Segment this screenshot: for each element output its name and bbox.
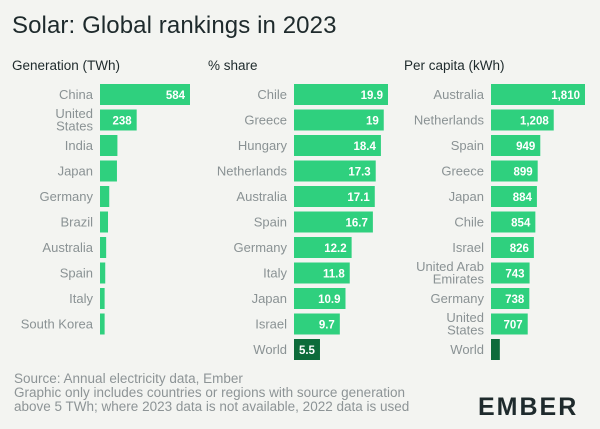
share-bar: [294, 339, 320, 360]
generation-bar: [100, 186, 110, 207]
share-category-label: Spain: [254, 215, 287, 230]
generation-bar: [100, 288, 105, 309]
footer-notes: Source: Annual electricity data, Ember G…: [14, 372, 409, 414]
per-capita-bar: [491, 160, 538, 182]
generation-bar: [100, 262, 106, 284]
generation-category-label: India: [65, 138, 94, 153]
per-capita-category-label: United States: [446, 310, 484, 338]
per-capita-bar: [491, 84, 585, 105]
generation-bar: [100, 160, 117, 182]
per-capita-bar: [491, 135, 541, 156]
per-capita-value-label: 949: [516, 141, 535, 153]
share-bar: [294, 84, 388, 105]
footer-note-line-1: Graphic only includes countries or regio…: [14, 385, 405, 400]
share-value-label: 17.1: [347, 192, 370, 204]
share-bar: [294, 109, 384, 131]
share-bar: [294, 262, 350, 284]
share-category-label: World: [253, 342, 287, 357]
generation-bar: [100, 211, 109, 233]
share-value-label: 19.9: [361, 90, 383, 102]
generation-bar: [100, 237, 107, 258]
per-capita-panel-title: Per capita (kWh): [404, 58, 505, 73]
per-capita-bar: [491, 313, 528, 335]
per-capita-bar: [491, 186, 537, 207]
share-category-label: Italy: [263, 266, 287, 281]
per-capita-category-label: Chile: [454, 215, 484, 230]
per-capita-bar: [491, 237, 534, 258]
per-capita-bar: [491, 288, 530, 309]
per-capita-value-label: 738: [505, 294, 525, 306]
per-capita-category-label: United Arab Emirates: [416, 259, 484, 287]
share-bar: [294, 211, 373, 233]
share-category-label: Australia: [236, 189, 287, 204]
share-bar: [294, 186, 375, 207]
per-capita-value-label: 743: [505, 269, 524, 281]
generation-category-label: Australia: [42, 240, 93, 255]
per-capita-value-label: 707: [504, 320, 523, 332]
per-capita-value-label: 1,810: [551, 90, 580, 102]
per-capita-bar: [491, 211, 536, 233]
per-capita-category-label: Japan: [449, 189, 484, 204]
share-value-label: 11.8: [323, 269, 345, 281]
per-capita-bar: [491, 339, 500, 360]
share-category-label: Greece: [244, 113, 287, 128]
per-capita-category-label: Spain: [451, 138, 484, 153]
share-bar: [294, 288, 346, 309]
per-capita-category-label: Germany: [431, 291, 485, 306]
share-category-label: Netherlands: [217, 164, 288, 179]
generation-category-label: Italy: [69, 291, 93, 306]
share-value-label: 12.2: [324, 243, 346, 255]
generation-bar: [100, 84, 190, 105]
share-value-label: 5.5: [299, 345, 316, 357]
per-capita-category-label: Israel: [452, 240, 484, 255]
footer-source: Source: Annual electricity data, Ember: [14, 371, 243, 386]
generation-value-label: 584: [166, 90, 186, 102]
share-category-label: Japan: [252, 291, 287, 306]
generation-category-label: South Korea: [21, 317, 94, 332]
generation-bar: [100, 135, 118, 156]
share-category-label: Germany: [234, 240, 288, 255]
share-value-label: 18.4: [354, 141, 377, 153]
share-bar: [294, 237, 352, 258]
chart-title: Solar: Global rankings in 2023: [12, 12, 337, 39]
share-bar: [294, 160, 376, 182]
per-capita-value-label: 884: [513, 192, 533, 204]
per-capita-category-label: World: [450, 342, 484, 357]
share-bar: [294, 313, 340, 335]
generation-category-label: China: [59, 87, 94, 102]
generation-category-label: United States: [55, 106, 93, 134]
per-capita-category-label: Netherlands: [414, 113, 485, 128]
generation-category-label: Germany: [40, 189, 94, 204]
share-category-label: Israel: [255, 317, 287, 332]
share-value-label: 10.9: [318, 294, 340, 306]
per-capita-bar: [491, 262, 530, 284]
generation-value-label: 238: [112, 116, 132, 128]
share-value-label: 17.3: [348, 167, 370, 179]
generation-bar: [100, 109, 137, 131]
per-capita-category-label: Greece: [441, 164, 484, 179]
footer-note-line-2: above 5 TWh; where 2023 data is not avai…: [14, 399, 410, 414]
per-capita-value-label: 826: [510, 243, 529, 255]
share-bar: [294, 135, 381, 156]
generation-category-label: Japan: [58, 164, 93, 179]
per-capita-bar: [491, 109, 554, 131]
share-panel-title: % share: [208, 58, 258, 73]
share-value-label: 16.7: [345, 218, 367, 230]
per-capita-category-label: Australia: [433, 87, 484, 102]
generation-category-label: Brazil: [60, 215, 93, 230]
share-category-label: Hungary: [238, 138, 288, 153]
share-value-label: 19: [366, 116, 379, 128]
generation-panel-title: Generation (TWh): [12, 58, 120, 73]
share-value-label: 9.7: [319, 320, 335, 332]
per-capita-value-label: 899: [514, 167, 533, 179]
share-category-label: Chile: [257, 87, 287, 102]
per-capita-value-label: 1,208: [520, 116, 549, 128]
per-capita-value-label: 854: [511, 218, 531, 230]
generation-bar: [100, 313, 105, 335]
ember-logo: EMBER: [478, 393, 579, 421]
generation-category-label: Spain: [60, 266, 93, 281]
